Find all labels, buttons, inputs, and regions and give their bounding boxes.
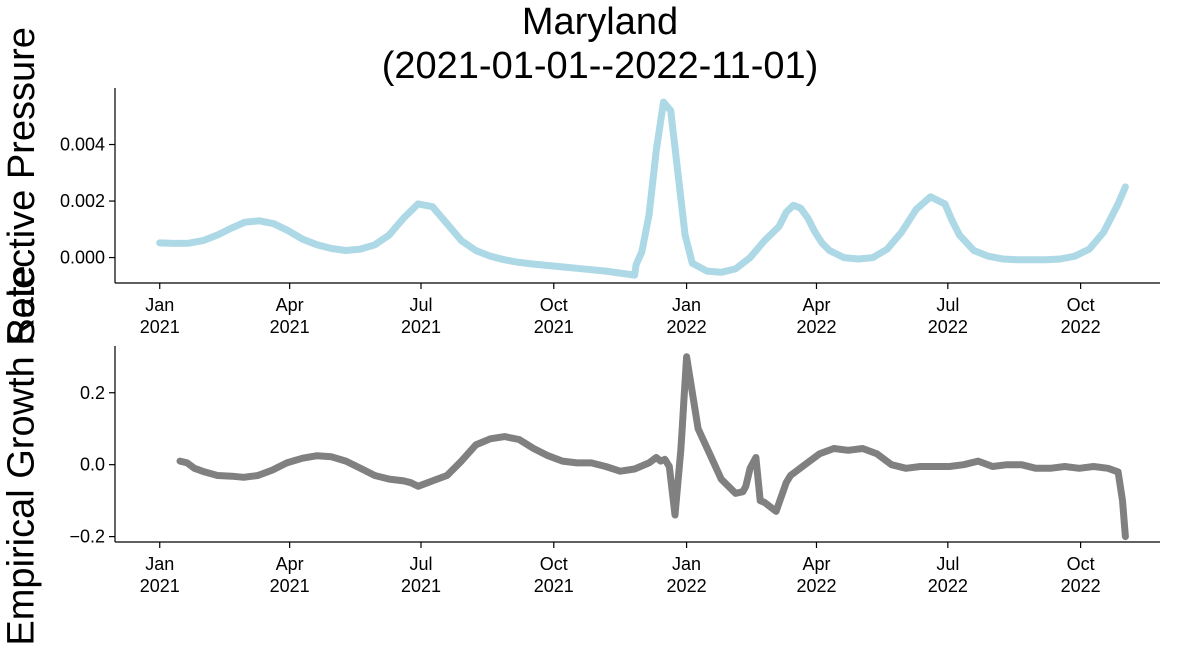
sp-x-tick-label-year: 2021 (140, 317, 180, 337)
gr-x-tick-label-year: 2022 (928, 576, 968, 596)
sp-x-tick-label-month: Apr (802, 295, 830, 315)
gr-x-tick-label-month: Apr (276, 554, 304, 574)
gr-x-tick-label-month: Apr (802, 554, 830, 574)
growth-rate-panel: −0.20.00.2Jan2021Apr2021Jul2021Oct2021Ja… (69, 346, 1160, 596)
chart-title-line2: (2021-01-01--2022-11-01) (381, 45, 819, 87)
gr-x-tick-label-year: 2021 (140, 576, 180, 596)
gr-x-tick-label-year: 2021 (401, 576, 441, 596)
y-axis-label-growth-rate: Empirical Growth Rate (0, 264, 43, 645)
figure: Maryland (2021-01-01--2022-11-01) 0.000 0… (0, 1, 1160, 645)
sp-x-tick-label-month: Jul (409, 295, 432, 315)
sp-x-tick-label-month: Jan (672, 295, 701, 315)
chart-title-line1: Maryland (521, 1, 679, 43)
sp-series-line-0 (156, 98, 1129, 279)
selective-pressure-panel: 0.0000.0020.004Jan2021Apr2021Jul2021Oct2… (60, 88, 1160, 337)
gr-series-line-0 (176, 353, 1129, 541)
gr-x-tick-label-year: 2021 (270, 576, 310, 596)
sp-x-tick-label-month: Jan (145, 295, 174, 315)
sp-x-tick-label-month: Jul (936, 295, 959, 315)
gr-x-tick-label-month: Jul (936, 554, 959, 574)
sp-x-tick-label-year: 2022 (1061, 317, 1101, 337)
gr-y-tick-label: 0.0 (80, 455, 105, 475)
gr-x-tick-label-month: Oct (1067, 554, 1095, 574)
gr-x-tick-label-month: Jan (145, 554, 174, 574)
gr-x-tick-label-month: Jul (409, 554, 432, 574)
sp-y-tick-label: 0.000 (60, 248, 105, 268)
sp-x-tick-label-year: 2021 (534, 317, 574, 337)
sp-x-tick-label-month: Oct (1067, 295, 1095, 315)
gr-x-tick-label-year: 2022 (796, 576, 836, 596)
gr-x-tick-label-year: 2021 (534, 576, 574, 596)
sp-x-tick-label-year: 2021 (270, 317, 310, 337)
sp-x-tick-label-month: Apr (276, 295, 304, 315)
gr-y-tick-label: −0.2 (69, 527, 105, 547)
gr-y-tick-label: 0.2 (80, 383, 105, 403)
gr-x-tick-label-month: Oct (540, 554, 568, 574)
chart-canvas: 0.0000.0020.004Jan2021Apr2021Jul2021Oct2… (60, 88, 1160, 596)
sp-x-tick-label-year: 2022 (928, 317, 968, 337)
gr-x-tick-label-month: Jan (672, 554, 701, 574)
gr-x-tick-label-year: 2022 (667, 576, 707, 596)
sp-x-tick-label-year: 2021 (401, 317, 441, 337)
gr-x-tick-label-year: 2022 (1061, 576, 1101, 596)
sp-y-tick-label: 0.004 (60, 135, 105, 155)
sp-x-tick-label-year: 2022 (796, 317, 836, 337)
sp-x-tick-label-year: 2022 (667, 317, 707, 337)
sp-x-tick-label-month: Oct (540, 295, 568, 315)
sp-y-tick-label: 0.002 (60, 191, 105, 211)
